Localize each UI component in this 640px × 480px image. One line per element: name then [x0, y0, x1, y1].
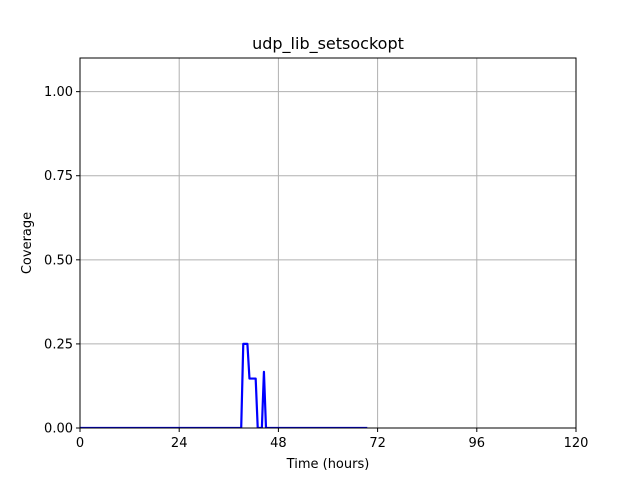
y-tick-label: 1.00 [44, 85, 73, 100]
y-tick-label: 0.25 [44, 337, 73, 352]
series-line-0 [80, 342, 368, 428]
x-tick-label: 72 [369, 436, 386, 451]
axes-frame [79, 57, 577, 429]
x-axis-label: Time (hours) [286, 457, 370, 472]
x-tick-label: 0 [76, 436, 84, 451]
chart-title: udp_lib_setsockopt [252, 34, 404, 54]
x-tick-label: 96 [469, 436, 486, 451]
y-tick-label: 0.50 [44, 253, 73, 268]
y-axis-label: Coverage [20, 212, 35, 274]
x-tick-label: 120 [564, 436, 589, 451]
x-tick-label: 24 [171, 436, 188, 451]
y-tick-label: 0.00 [44, 422, 73, 437]
series-layer [80, 342, 368, 428]
y-tick-label: 0.75 [44, 169, 73, 184]
x-tick-label: 48 [270, 436, 287, 451]
tick-marks: 0 24 48 72 96 120 0.00 0.25 0.50 0.75 1.00 [44, 85, 588, 451]
